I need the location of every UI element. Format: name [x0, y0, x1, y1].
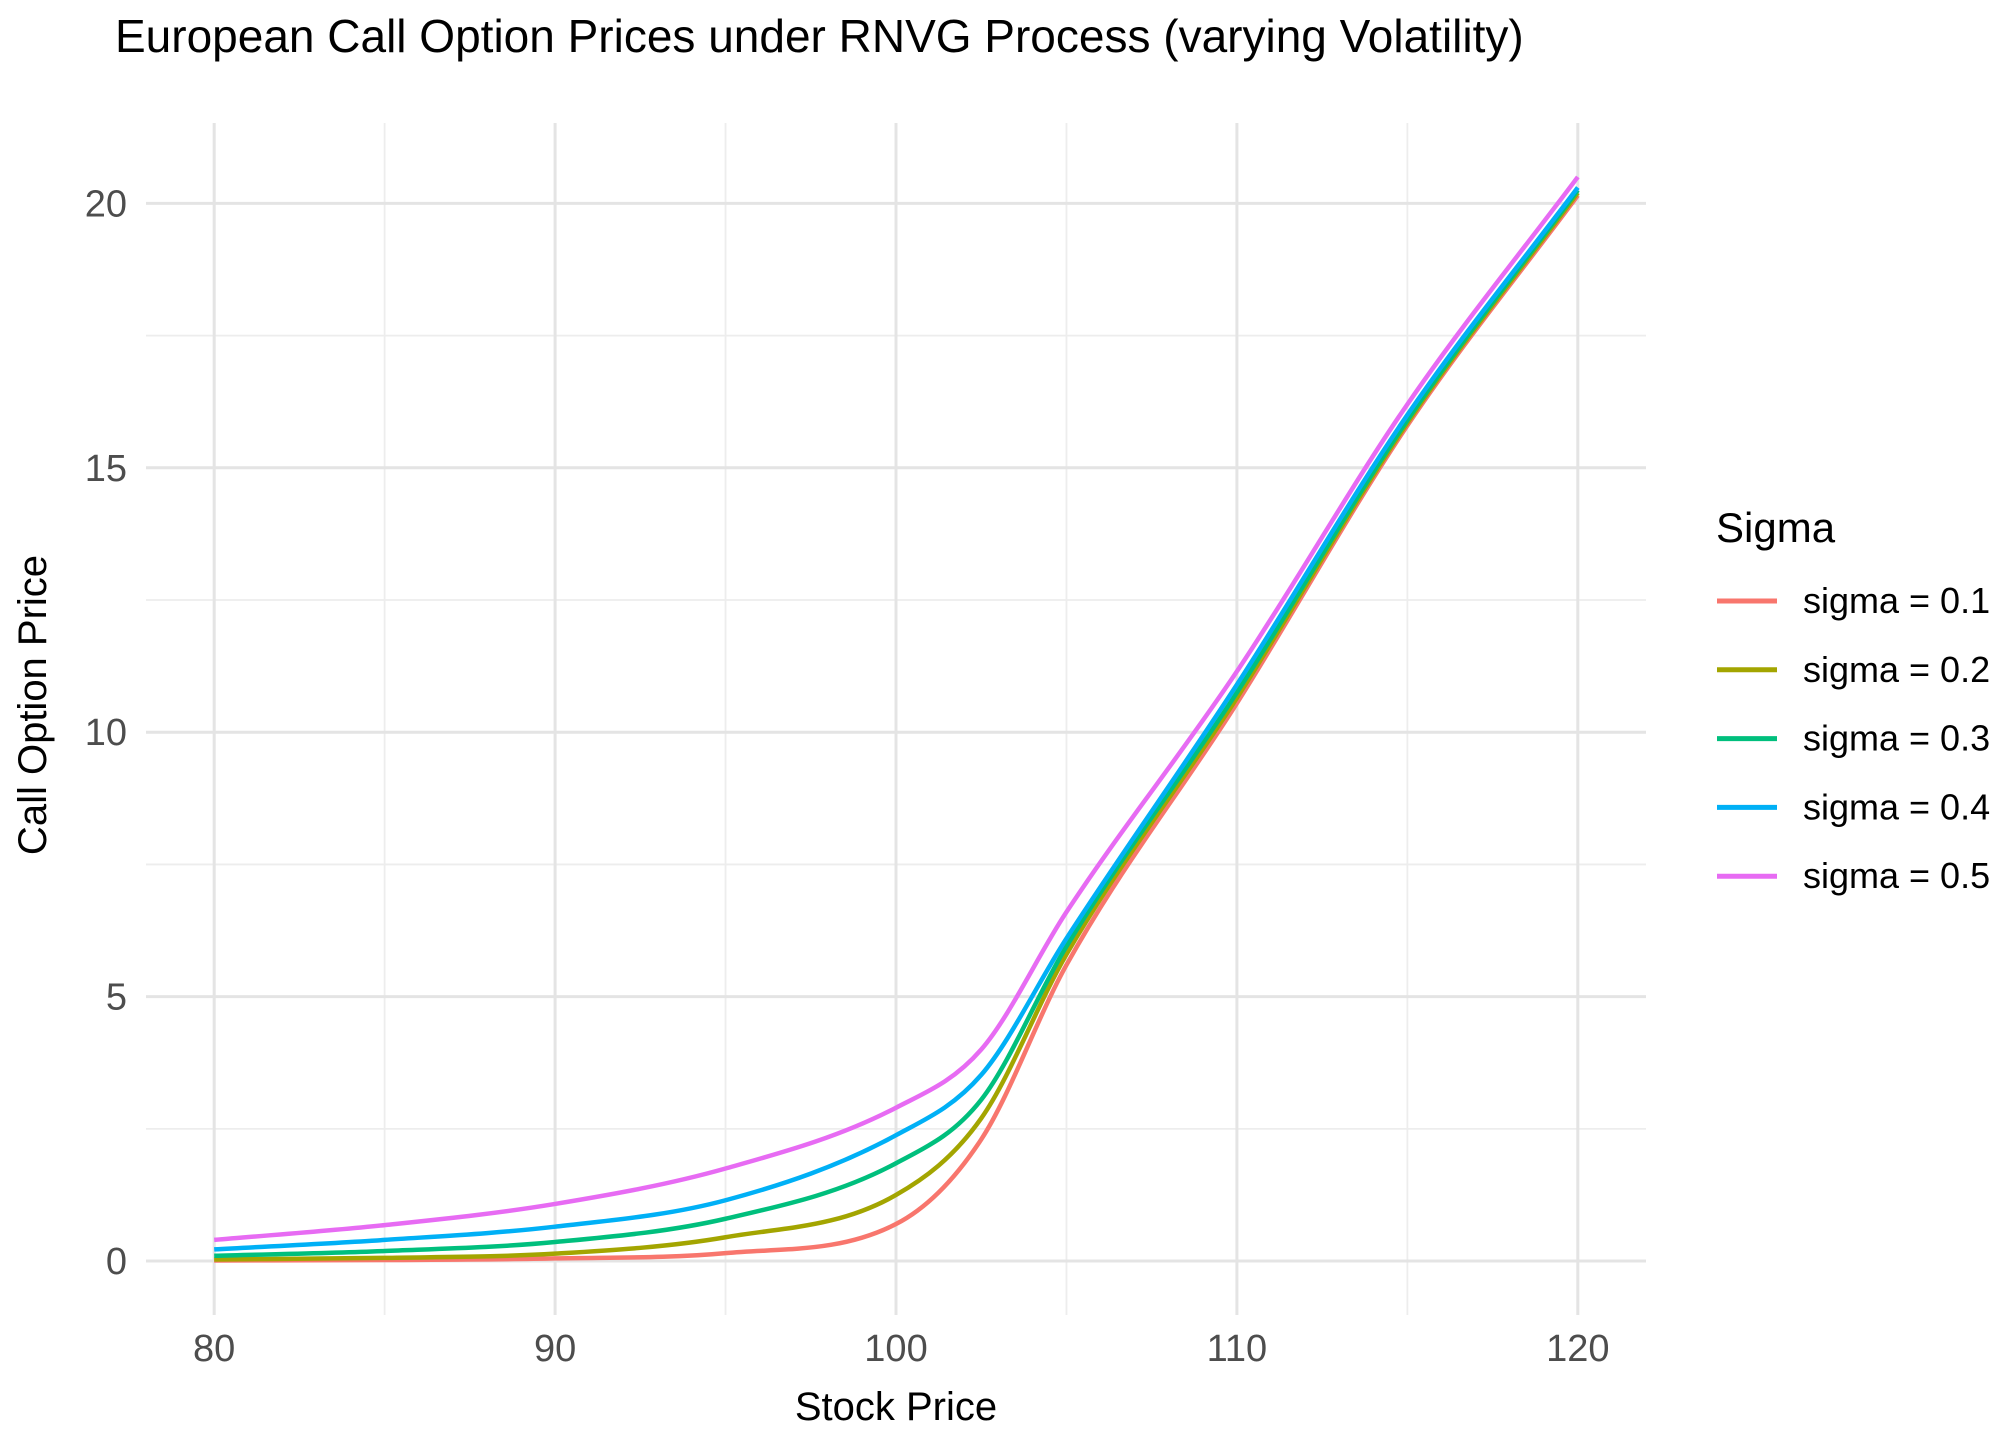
x-tick-label: 90	[534, 1328, 576, 1370]
x-tick-label: 80	[193, 1328, 235, 1370]
legend-item: sigma = 0.3	[1717, 718, 1990, 759]
series-line-sigma0.3	[214, 188, 1580, 1259]
x-axis-title: Stock Price	[795, 1385, 997, 1429]
y-axis-tick-labels: 0 5 10 15 20	[85, 183, 127, 1283]
series-line-sigma0.5	[213, 175, 1580, 1243]
legend-item-label: sigma = 0.4	[1803, 786, 1990, 827]
legend: sigma = 0.1 sigma = 0.2 sigma = 0.3 sigma =…	[1717, 580, 1990, 896]
series-lines	[213, 175, 1580, 1263]
y-tick-label: 10	[85, 712, 127, 754]
gridlines	[146, 123, 1646, 1315]
legend-item: sigma = 0.1	[1717, 580, 1990, 621]
legend-item-label: sigma = 0.5	[1803, 855, 1990, 896]
y-tick-label: 5	[106, 977, 127, 1019]
y-axis-title: Call Option Price	[11, 555, 55, 855]
y-tick-label: 20	[85, 183, 127, 225]
legend-item: sigma = 0.5	[1717, 855, 1990, 896]
x-tick-label: 100	[864, 1328, 927, 1370]
legend-item-label: sigma = 0.2	[1803, 649, 1990, 690]
legend-item: sigma = 0.4	[1717, 786, 1990, 827]
y-tick-label: 0	[106, 1241, 127, 1283]
legend-item-label: sigma = 0.1	[1803, 580, 1990, 621]
chart-title: European Call Option Prices under RNVG P…	[115, 10, 1524, 62]
legend-item: sigma = 0.2	[1717, 649, 1990, 690]
legend-item-label: sigma = 0.3	[1803, 718, 1990, 759]
series-line-sigma0.4	[214, 186, 1580, 1252]
x-tick-label: 120	[1546, 1328, 1609, 1370]
y-tick-label: 15	[85, 448, 127, 490]
legend-title: Sigma	[1716, 504, 1836, 551]
x-tick-label: 110	[1207, 1328, 1268, 1370]
x-axis-tick-labels: 80 90 100 110 120	[193, 1328, 1609, 1370]
